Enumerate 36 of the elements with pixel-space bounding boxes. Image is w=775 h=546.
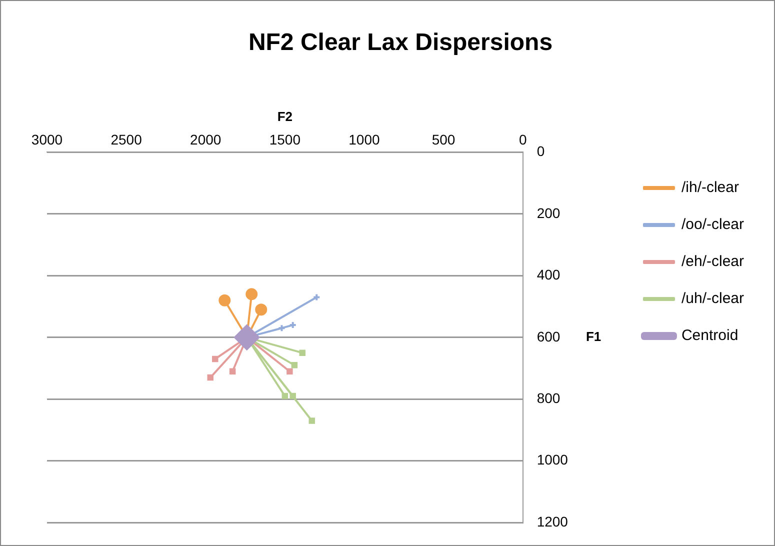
legend-label: /uh/-clear bbox=[681, 290, 744, 308]
point bbox=[308, 418, 315, 424]
x-tick-label: 2500 bbox=[110, 132, 142, 148]
x-tick-label: 1000 bbox=[348, 132, 380, 148]
x-tick-label: 2000 bbox=[190, 132, 222, 148]
point bbox=[286, 368, 293, 374]
point bbox=[207, 374, 214, 381]
y-tick-label: 600 bbox=[536, 328, 560, 344]
point bbox=[229, 368, 236, 374]
y-tick-label: 1000 bbox=[536, 452, 568, 468]
point bbox=[282, 392, 288, 400]
point bbox=[255, 304, 268, 316]
point bbox=[299, 350, 306, 356]
y-tick-label: 200 bbox=[536, 204, 560, 221]
y-tick-label: 1200 bbox=[536, 513, 568, 530]
legend-label: /ih/-clear bbox=[681, 179, 740, 196]
x-tick-label: 500 bbox=[432, 132, 456, 148]
point bbox=[312, 293, 321, 302]
y-axis-title: F1 bbox=[586, 328, 602, 344]
y-tick-label: 400 bbox=[536, 266, 560, 283]
y-tick-label: 0 bbox=[536, 143, 545, 160]
point bbox=[212, 356, 218, 362]
point bbox=[218, 294, 231, 306]
chart-title: NF2 Clear Lax Dispersions bbox=[248, 29, 553, 56]
legend-label: Centroid bbox=[681, 327, 738, 344]
point bbox=[290, 392, 296, 400]
x-tick-label: 0 bbox=[518, 132, 527, 148]
point bbox=[246, 288, 258, 300]
legend-label: /oo/-clear bbox=[681, 216, 744, 234]
x-tick-label: 3000 bbox=[31, 132, 63, 148]
y-tick-label: 800 bbox=[536, 390, 560, 406]
point bbox=[291, 362, 298, 368]
legend-label: /eh/-clear bbox=[681, 253, 744, 270]
x-tick-label: 1500 bbox=[269, 132, 301, 148]
x-axis-title: F2 bbox=[277, 109, 292, 124]
point bbox=[234, 325, 259, 350]
